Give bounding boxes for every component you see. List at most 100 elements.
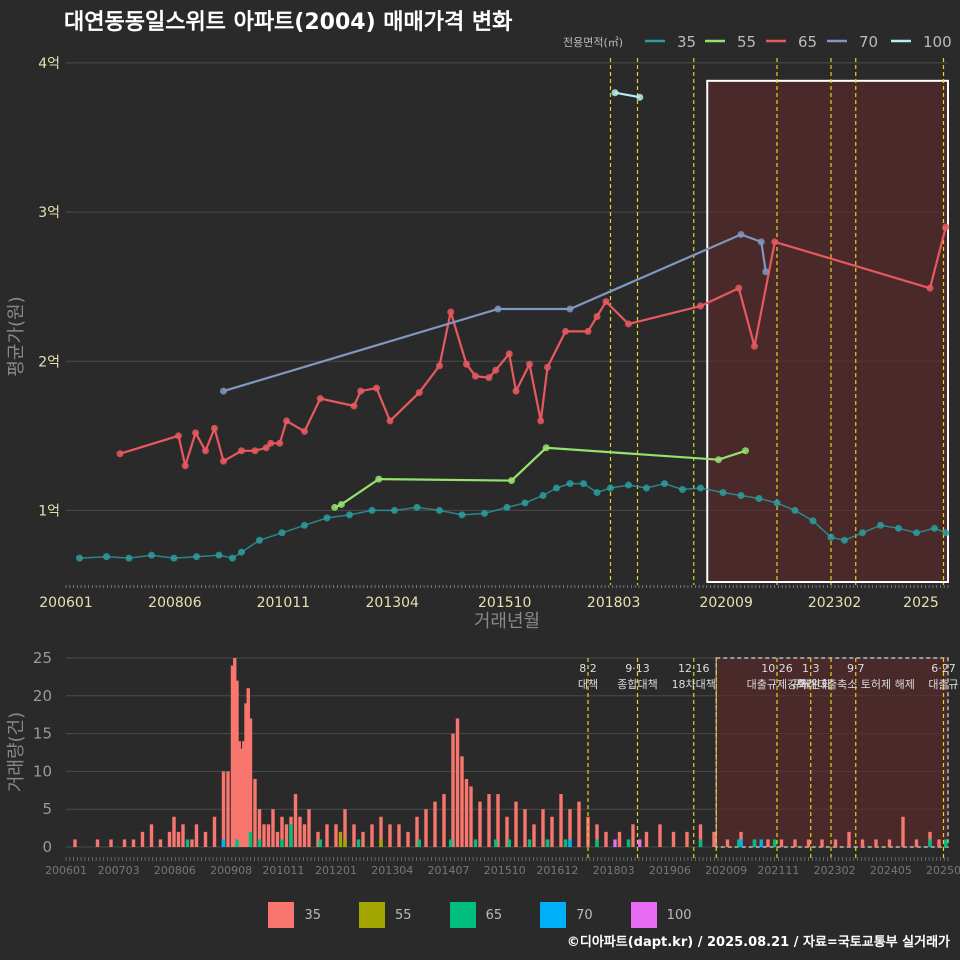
bar-legend-swatch (540, 902, 567, 928)
policy-label: 종합대책 (617, 678, 657, 691)
data-point-35 (256, 536, 263, 544)
policy-label: 6·27 (931, 662, 956, 675)
bar-65 (248, 831, 253, 847)
data-point-35 (503, 503, 511, 511)
bar-35 (230, 665, 235, 847)
policy-label: 8·2 (579, 662, 597, 675)
data-point-35 (539, 492, 547, 499)
x-tick-label: 2025 (903, 595, 939, 611)
data-point-65 (584, 327, 592, 335)
policy-label: 9·13 (625, 662, 650, 675)
bar-legend-swatch (359, 902, 386, 928)
bar-35 (766, 839, 770, 847)
bar-65 (185, 839, 190, 847)
bar-35 (73, 839, 77, 847)
bar-35 (131, 839, 136, 847)
bar-35 (307, 809, 311, 847)
bar-35 (433, 801, 437, 847)
bar-35 (140, 831, 145, 847)
data-point-35 (103, 553, 110, 561)
data-point-65 (697, 302, 704, 310)
data-point-35 (125, 554, 133, 562)
bar-65 (235, 839, 239, 847)
bar-35 (181, 824, 185, 847)
bar-35 (109, 839, 113, 847)
data-point-65 (526, 360, 533, 368)
y-axis-title: 평균가(원) (6, 296, 27, 376)
bar-x-tick-label: 201011 (262, 864, 304, 877)
data-point-35 (737, 492, 745, 499)
bar-35 (176, 831, 181, 847)
bar-x-tick-label: 202405 (870, 864, 912, 877)
series-line-100 (614, 91, 640, 99)
bar-35 (712, 831, 716, 847)
data-point-65 (485, 374, 493, 382)
data-point-65 (537, 417, 545, 425)
bar-35 (158, 839, 163, 847)
policy-label: 12·16 (678, 662, 710, 675)
bar-35 (237, 741, 241, 847)
data-point-55 (331, 503, 339, 511)
bar-legend-label: 65 (485, 907, 503, 923)
data-point-55 (542, 444, 550, 452)
data-point-35 (580, 480, 587, 488)
bar-35 (95, 839, 100, 847)
data-point-35 (170, 554, 178, 562)
data-point-35 (553, 484, 560, 492)
bar-y-tick-label: 25 (33, 649, 52, 667)
bar-35 (325, 824, 329, 847)
data-point-65 (771, 238, 779, 246)
bar-65 (773, 839, 777, 847)
bar-65 (507, 839, 511, 847)
bar-35 (239, 748, 244, 847)
data-point-35 (859, 529, 866, 537)
data-point-55 (742, 447, 749, 455)
bar-35 (793, 839, 797, 847)
data-point-65 (267, 439, 275, 447)
bar-35 (293, 794, 298, 847)
bar-35 (487, 794, 491, 847)
data-point-35 (773, 499, 781, 507)
series-line-70 (223, 233, 767, 393)
bar-35 (442, 794, 446, 847)
bar-legend-label: 100 (666, 907, 692, 923)
bar-35 (541, 809, 545, 847)
bar-x-tick-label: 202009 (705, 864, 747, 877)
data-point-35 (278, 529, 286, 537)
legend-label-70: 70 (859, 33, 878, 51)
bar-35 (334, 824, 338, 847)
bar-x-tick-label: 200806 (154, 864, 196, 877)
x-tick-label: 200601 (39, 595, 92, 611)
series-line-55 (334, 446, 746, 509)
bar-x-tick-label: 201510 (484, 864, 526, 877)
bar-legend-swatch (630, 902, 657, 928)
data-point-35 (931, 524, 938, 532)
bar-x-tick-label: 200908 (210, 864, 252, 877)
data-point-55 (508, 477, 515, 485)
data-point-35 (877, 521, 884, 529)
data-point-35 (436, 506, 443, 514)
bar-35 (221, 771, 226, 847)
bar-70 (221, 839, 226, 847)
data-point-65 (463, 360, 470, 368)
bar-65 (257, 839, 262, 847)
data-point-65 (625, 320, 632, 328)
x-tick-label: 201011 (257, 595, 310, 611)
data-point-65 (436, 362, 443, 370)
bar-35 (478, 801, 482, 847)
bar-35 (275, 831, 280, 847)
legend-label-65: 65 (798, 33, 817, 51)
bar-100 (613, 839, 617, 847)
bar-y-tick-label: 10 (33, 762, 52, 780)
bar-y-tick-label: 5 (42, 800, 52, 818)
bar-y-tick-label: 0 (42, 838, 52, 856)
bar-35 (406, 831, 410, 847)
x-tick-label: 201803 (587, 595, 640, 611)
bar-35 (532, 824, 536, 847)
bar-65 (944, 839, 948, 847)
bar-x-tick-label: 202111 (757, 864, 799, 877)
bar-y-tick-label: 15 (33, 725, 52, 743)
data-point-70 (494, 305, 502, 313)
data-point-70 (737, 230, 745, 238)
